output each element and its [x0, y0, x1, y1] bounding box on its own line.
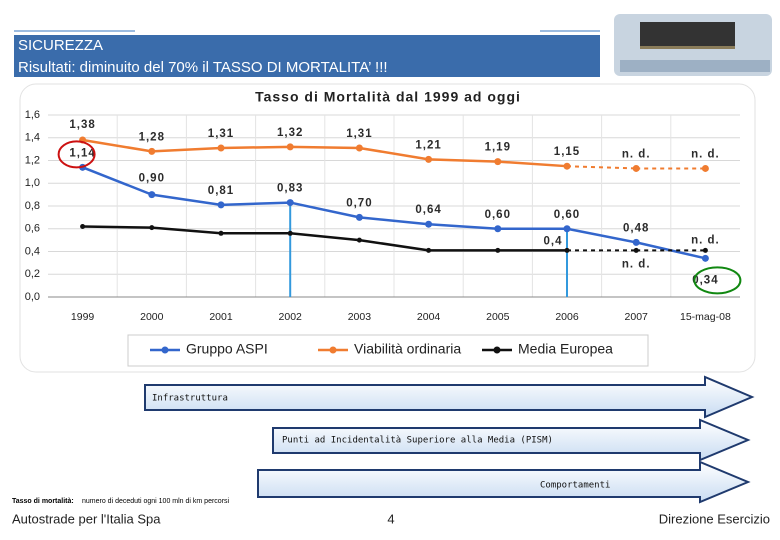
header-bar: [14, 35, 600, 77]
arrow-label: Punti ad Incidentalità Superiore alla Me…: [282, 436, 553, 446]
y-tick-label: 1,0: [25, 177, 40, 189]
x-tick-label: 2000: [140, 311, 164, 323]
legend: [127, 334, 649, 367]
legend-label: Gruppo ASPI: [186, 341, 268, 357]
y-tick-label: 1,4: [25, 132, 40, 144]
data-point: [148, 147, 156, 155]
x-tick-label: 2006: [555, 311, 579, 323]
data-point: [426, 247, 432, 253]
data-point: [701, 164, 709, 172]
data-label: 0,83: [277, 183, 303, 195]
data-label: n. d.: [691, 148, 720, 160]
series-line: [82, 225, 567, 252]
data-label: 1,32: [277, 127, 303, 139]
data-label: n. d.: [691, 234, 720, 246]
y-tick-label: 0,8: [25, 200, 40, 212]
data-point: [149, 225, 155, 231]
data-point: [563, 162, 571, 170]
y-tick-label: 0,2: [25, 268, 40, 280]
data-label: 0,60: [554, 209, 580, 221]
data-point: [355, 213, 363, 221]
data-label: 1,28: [139, 131, 165, 143]
header-subtitle: Risultati: diminuito del 70% il TASSO DI…: [18, 59, 388, 76]
data-point: [702, 247, 708, 253]
data-label: 0,48: [623, 222, 649, 234]
data-point: [218, 230, 224, 236]
y-tick-label: 1,2: [25, 154, 40, 166]
arrow: [144, 375, 755, 504]
data-label: 0,60: [485, 209, 511, 221]
y-tick-label: 0,4: [25, 245, 40, 257]
page-number: 4: [387, 511, 394, 526]
highlight-circle: [693, 266, 742, 295]
x-tick-label: 2004: [417, 311, 441, 323]
data-label: 1,31: [346, 128, 372, 140]
data-point: [217, 201, 225, 209]
y-tick-label: 1,6: [25, 109, 40, 121]
x-tick-label: 2003: [348, 311, 372, 323]
data-label: 0,90: [139, 173, 165, 185]
data-label: 0,70: [346, 197, 372, 209]
data-point: [701, 254, 709, 262]
arrow-label: Infrastruttura: [152, 394, 228, 404]
data-label: 0,81: [208, 185, 234, 197]
footnote-text: numero di deceduti ogni 100 mln di km pe…: [82, 498, 230, 505]
y-tick-label: 0,6: [25, 223, 40, 235]
x-tick-label: 1999: [71, 311, 95, 323]
legend-swatch-marker: [329, 346, 337, 354]
legend-label: Viabilità ordinaria: [354, 341, 461, 357]
legend-swatch-marker: [161, 346, 169, 354]
series-line: [82, 138, 568, 168]
data-point: [633, 247, 639, 253]
data-label: n. d.: [622, 258, 651, 270]
data-label: 0,4: [544, 235, 563, 247]
header-title: SICUREZZA: [18, 37, 103, 54]
footnote-term: Tasso di mortalità:: [12, 498, 74, 505]
x-tick-label: 2007: [625, 311, 649, 323]
highlight-circle: [57, 140, 96, 169]
data-point: [287, 230, 293, 236]
data-label: 1,19: [485, 142, 511, 154]
data-label: 1,31: [208, 128, 234, 140]
data-label: 1,15: [554, 146, 580, 158]
data-point: [495, 247, 501, 253]
data-point: [80, 223, 86, 229]
data-point: [425, 155, 433, 163]
data-point: [564, 247, 570, 253]
x-tick-label: 2002: [279, 311, 303, 323]
legend-label: Media Europea: [518, 341, 613, 357]
legend-swatch-marker: [493, 346, 501, 354]
data-point: [563, 225, 571, 233]
data-label: n. d.: [622, 148, 651, 160]
data-point: [286, 143, 294, 151]
data-point: [632, 238, 640, 246]
data-point: [355, 144, 363, 152]
footer-left: Autostrade per l'Italia Spa: [12, 511, 161, 526]
x-tick-label: 15-mag-08: [680, 311, 731, 323]
data-point: [494, 158, 502, 166]
x-tick-label: 2001: [209, 311, 233, 323]
chart-title: Tasso di Mortalità dal 1999 ad oggi: [255, 89, 521, 105]
data-label: 1,21: [415, 139, 441, 151]
data-label: 1,38: [69, 119, 95, 131]
series-line-dashed: [566, 165, 706, 170]
arrow-label: Comportamenti: [540, 481, 610, 491]
data-label: 0,64: [415, 204, 441, 216]
data-point: [217, 144, 225, 152]
data-label: 0,34: [692, 274, 718, 286]
data-label: 1,14: [69, 147, 95, 159]
y-tick-label: 0,0: [25, 291, 40, 303]
x-tick-label: 2005: [486, 311, 510, 323]
data-point: [494, 225, 502, 233]
data-point: [356, 237, 362, 243]
data-point: [425, 220, 433, 228]
footer-right: Direzione Esercizio: [659, 511, 770, 526]
data-point: [632, 164, 640, 172]
data-point: [148, 191, 156, 199]
road-sign-image: [614, 14, 772, 76]
data-point: [286, 199, 294, 207]
